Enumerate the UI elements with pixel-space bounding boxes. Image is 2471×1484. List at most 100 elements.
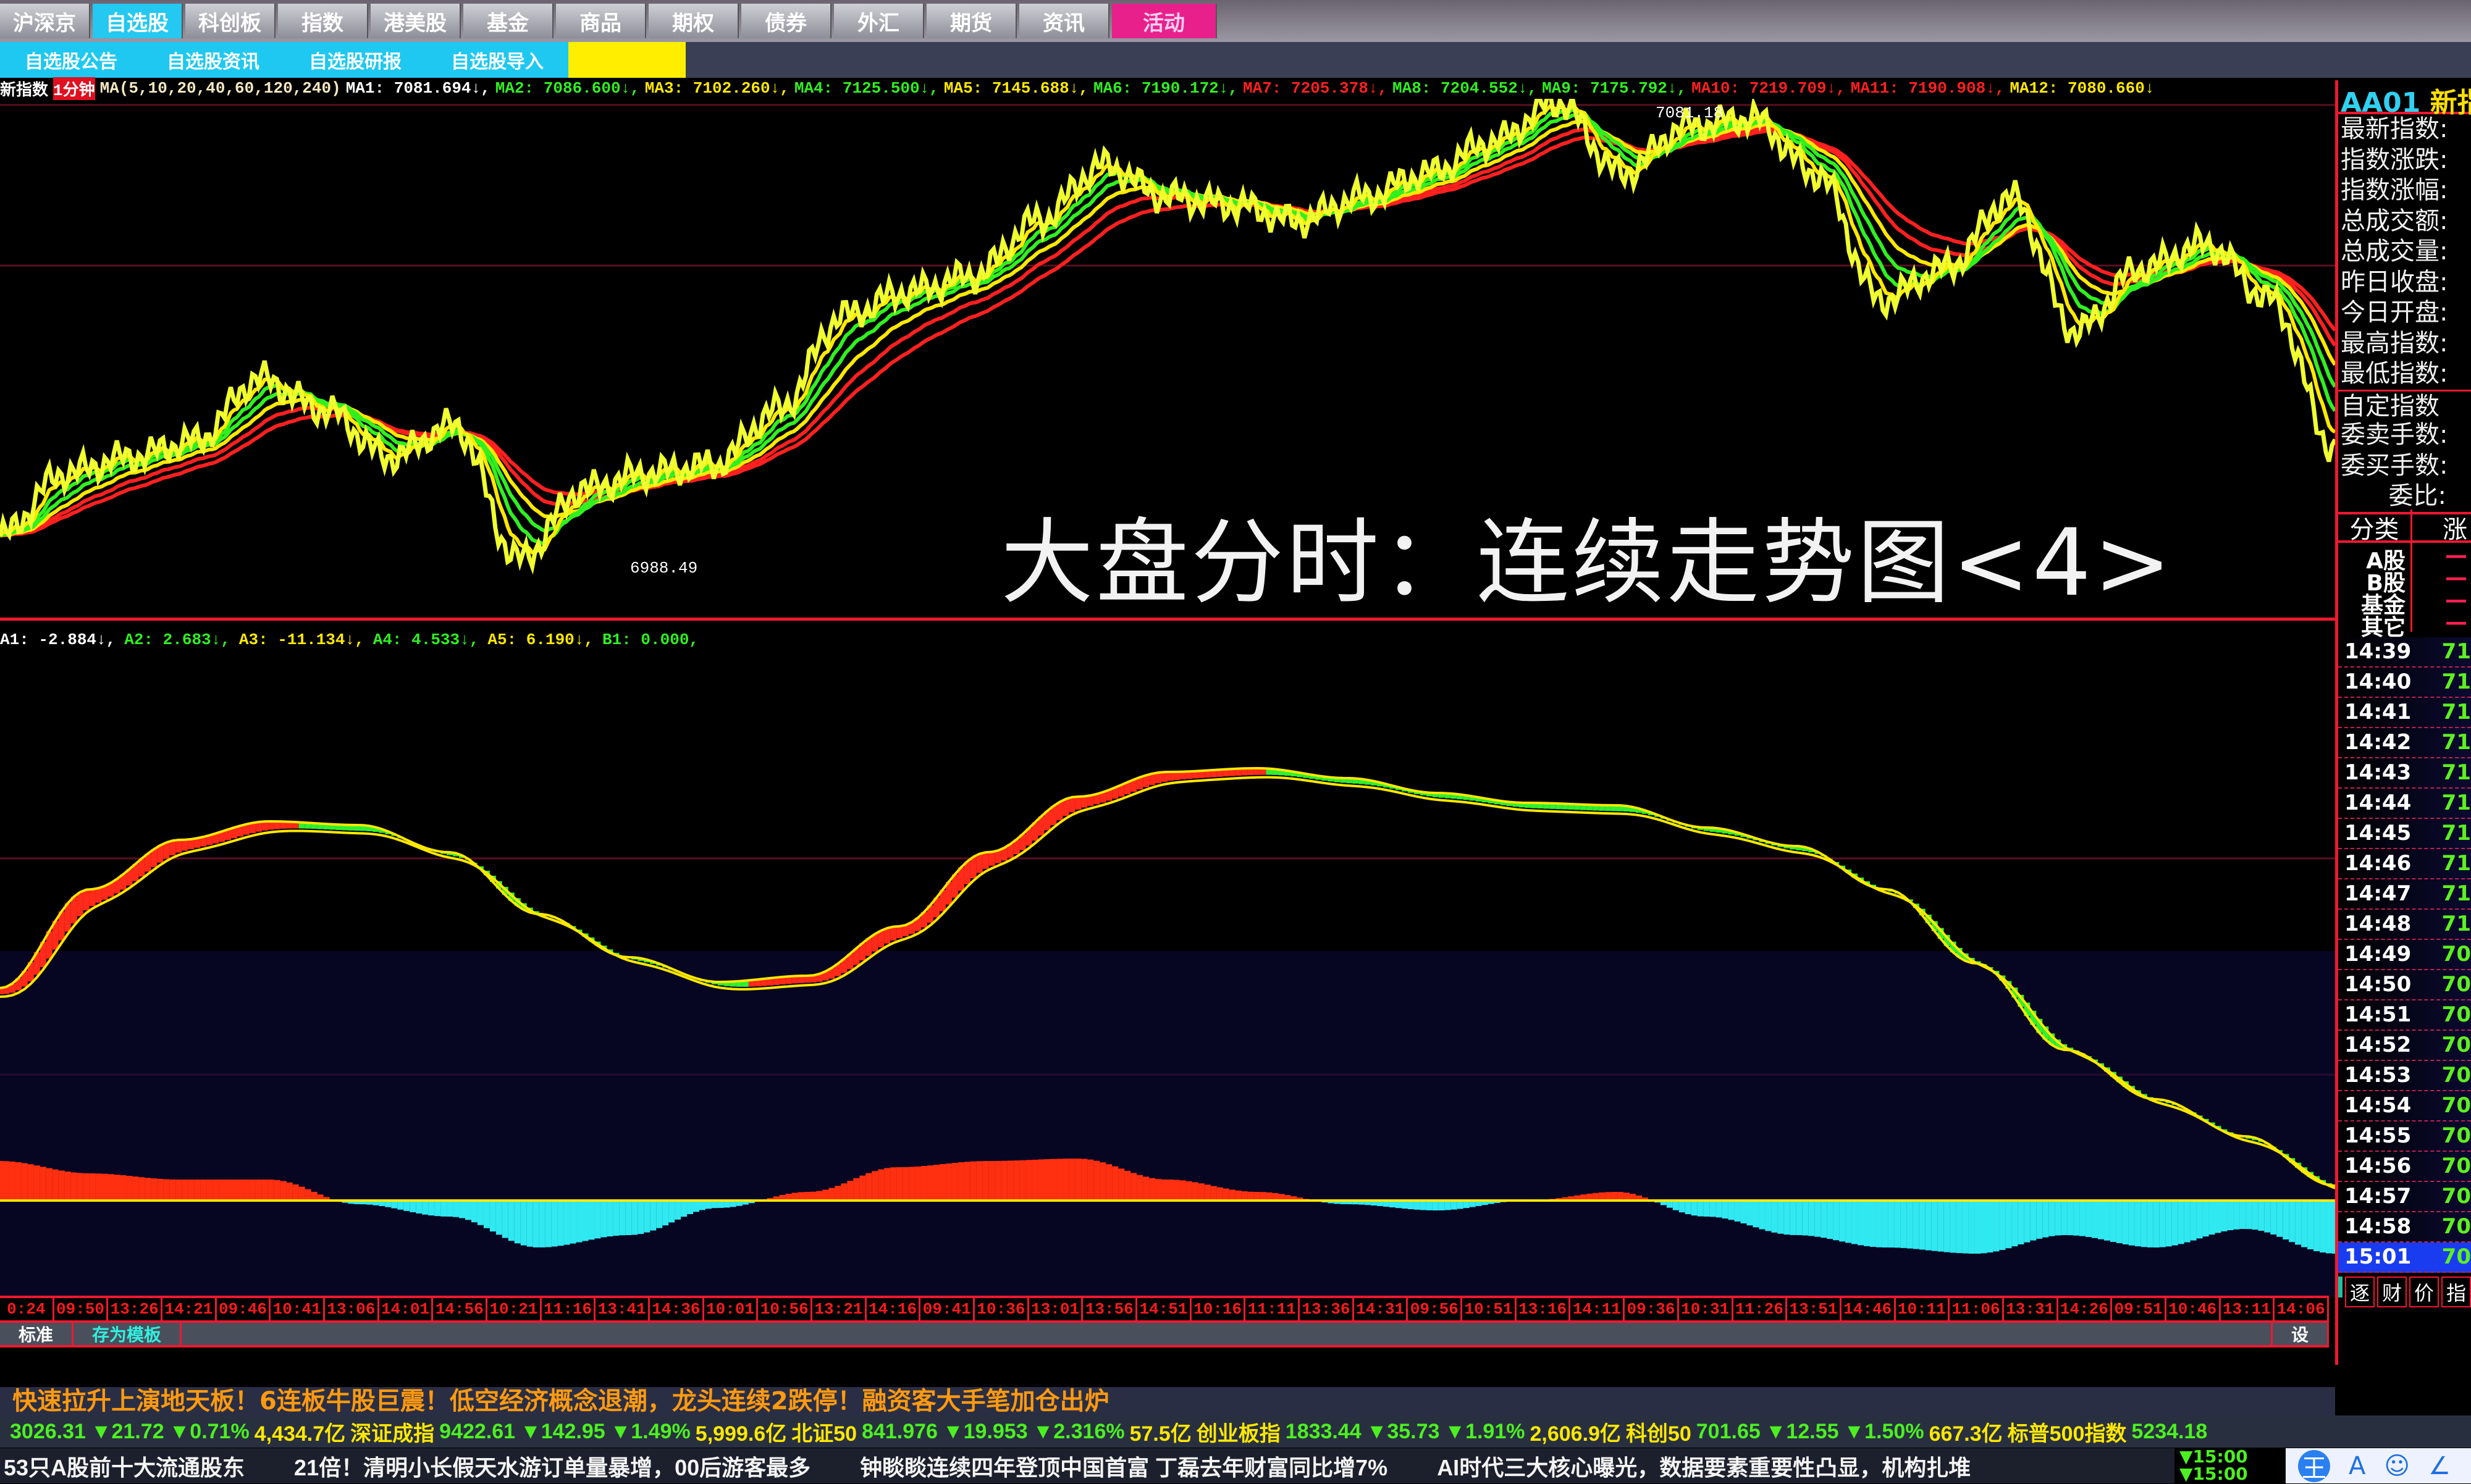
panel-tab[interactable]: 价	[2409, 1276, 2439, 1307]
tick-value: 71	[2441, 730, 2471, 755]
tick-time: 14:46	[2344, 851, 2412, 876]
time-tick: 13:21	[812, 1298, 867, 1320]
ma-line-6	[0, 103, 2335, 555]
tab-6[interactable]: 商品	[556, 4, 646, 38]
panel-tab[interactable]: 财	[2376, 1276, 2407, 1307]
tab-7[interactable]: 期权	[649, 4, 739, 38]
panel-tab[interactable]: 逐	[2344, 1276, 2375, 1307]
quote-item: 57.5亿	[1129, 1422, 1192, 1446]
tick-row[interactable]: 14:51 70	[2338, 1000, 2471, 1031]
panel-tab[interactable]: 指	[2441, 1276, 2471, 1307]
time-tick: 13:26	[108, 1298, 163, 1320]
tick-row[interactable]: 14:48 71	[2338, 909, 2471, 940]
tab-0[interactable]: 沪深京	[0, 4, 90, 38]
standard-button[interactable]: 标准	[0, 1323, 74, 1345]
news-headline[interactable]: 钟睒睒连续四年登顶中国首富 丁磊去年财富同比增7%	[860, 1454, 1388, 1480]
subtab-4[interactable]	[568, 42, 686, 78]
tick-row[interactable]: 14:49 70	[2338, 939, 2471, 970]
news-headline[interactable]: 53只A股前十大流通股东	[4, 1454, 245, 1480]
quote-item: 科创50	[1625, 1422, 1691, 1446]
tick-row[interactable]: 14:44 71	[2338, 788, 2471, 819]
settings-button[interactable]: 设	[2270, 1323, 2329, 1345]
subtab-1[interactable]: 自选股资讯	[142, 42, 284, 78]
indicator-value-4: A4: 4.533↓,	[373, 631, 479, 649]
indicator-value-1: A1: -2.884↓,	[0, 631, 116, 649]
ma-value-5: MA5: 7145.688↓,	[943, 79, 1088, 98]
tick-row[interactable]: 14:41 71	[2338, 697, 2471, 728]
tick-row[interactable]: 14:47 71	[2338, 879, 2471, 910]
tick-row[interactable]: 14:45 71	[2338, 818, 2471, 849]
quote-item: 4,434.7亿	[254, 1422, 346, 1446]
indicator-value-3: A3: -11.134↓,	[238, 631, 364, 649]
tick-time: 14:43	[2344, 760, 2412, 785]
ma-value-4: MA4: 7125.500↓,	[794, 79, 939, 98]
subtab-3[interactable]: 自选股导入	[426, 42, 568, 78]
tick-value: 71	[2441, 821, 2471, 845]
tab-5[interactable]: 基金	[463, 4, 554, 38]
tick-row[interactable]: 14:54 70	[2338, 1091, 2471, 1121]
tab-2[interactable]: 科创板	[185, 4, 276, 38]
tick-row[interactable]: 15:01 70	[2338, 1242, 2471, 1273]
subtab-2[interactable]: 自选股研报	[284, 42, 426, 78]
tick-row[interactable]: 14:40 71	[2338, 667, 2471, 698]
time-tick: 14:36	[650, 1298, 704, 1320]
category-table: A股 — B股 — 基金 — 其它 —	[2338, 542, 2471, 640]
tab-3[interactable]: 指数	[278, 4, 368, 38]
tick-value: 71	[2441, 912, 2471, 936]
period-label[interactable]: 1分钟	[53, 77, 95, 100]
table-header-category: 分类	[2338, 509, 2412, 545]
tick-time: 14:51	[2344, 1002, 2412, 1027]
tick-row[interactable]: 14:50 70	[2338, 970, 2471, 1000]
quote-item: ▼21.72	[90, 1419, 164, 1443]
tick-row[interactable]: 14:56 70	[2338, 1151, 2471, 1182]
tab-12[interactable]: 活动	[1112, 4, 1217, 38]
ma-value-3: MA3: 7102.260↓,	[644, 79, 789, 98]
quote-label: 总成交量:	[2341, 237, 2448, 266]
tick-row[interactable]: 14:52 70	[2338, 1030, 2471, 1061]
news-headline[interactable]: 21倍！清明小长假天水游订单量暴增，00后游客最多	[294, 1454, 811, 1480]
news-ticker[interactable]: 快速拉升上演地天板！6连板牛股巨震！低空经济概念退潮，龙头连续2跌停！融资客大手…	[0, 1387, 2335, 1415]
quote-label: 昨日收盘:	[2341, 267, 2448, 296]
tick-value: 71	[2441, 700, 2471, 724]
tick-row[interactable]: 14:58 70	[2338, 1212, 2471, 1243]
tray-icon[interactable]: ∠	[2428, 1451, 2451, 1480]
panel-divider[interactable]	[0, 618, 2335, 621]
tray-icon[interactable]: ☺	[2384, 1451, 2410, 1480]
time-tick: 11:06	[1950, 1298, 2004, 1320]
panel-tab-detail[interactable]	[2338, 1276, 2343, 1297]
tick-list[interactable]: 14:39 71 14:40 71 14:41 71 14:42 71 14:43 71 14:44…	[2338, 637, 2471, 1273]
indicator-line-fast	[0, 767, 2335, 1187]
subtab-0[interactable]: 自选股公告	[0, 42, 142, 78]
quote-label: 最低指数:	[2341, 359, 2448, 388]
news-headlines[interactable]: 53只A股前十大流通股东 21倍！清明小长假天水游订单量暴增，00后游客最多 钟睒睒…	[0, 1448, 2174, 1483]
time-tick: 10:51	[1462, 1298, 1517, 1320]
tray-icon[interactable]: A	[2349, 1451, 2366, 1480]
watchlist-subbar: 自选股公告 自选股资讯 自选股研报 自选股导入	[0, 42, 2471, 78]
ma-value-7: MA7: 7205.378↓,	[1242, 79, 1388, 98]
tick-row[interactable]: 14:53 70	[2338, 1060, 2471, 1091]
indicator-value-5: A5: 6.190↓,	[487, 631, 594, 649]
tab-9[interactable]: 外汇	[834, 4, 924, 38]
tick-row[interactable]: 14:57 70	[2338, 1181, 2471, 1212]
tick-row[interactable]: 14:42 71	[2338, 727, 2471, 758]
clock: ▼15:00 ▼15:00	[2179, 1448, 2248, 1483]
time-tick: 14:21	[162, 1298, 217, 1320]
tab-11[interactable]: 资讯	[1019, 4, 1109, 38]
tray-icon[interactable]: 王	[2298, 1449, 2330, 1483]
quote-item: 标普500指数	[2007, 1422, 2127, 1446]
chart-area[interactable]	[0, 99, 2335, 1297]
save-template-button[interactable]: 存为模板	[74, 1323, 182, 1345]
news-headline[interactable]: AI时代三大核心曝光，数据要素重要性凸显，机构扎堆	[1437, 1454, 1971, 1480]
tick-row[interactable]: 14:39 71	[2338, 637, 2471, 668]
tab-8[interactable]: 债券	[741, 4, 831, 38]
tick-row[interactable]: 14:55 70	[2338, 1121, 2471, 1152]
tab-1[interactable]: 自选股	[93, 4, 183, 38]
tab-10[interactable]: 期货	[927, 4, 1017, 38]
time-tick: 13:11	[2221, 1298, 2275, 1320]
tick-row[interactable]: 14:46 71	[2338, 849, 2471, 879]
tick-row[interactable]: 14:43 71	[2338, 758, 2471, 789]
index-quotes-ticker[interactable]: 3026.31 ▼21.72 ▼0.71% 4,434.7亿 深证成指 9422.61 ▼1…	[0, 1415, 2471, 1448]
overlay-title: 大盘分时：连续走势图<4>	[1001, 509, 2174, 617]
panel-bottom-tabs: 逐财价指	[2338, 1276, 2471, 1307]
tab-4[interactable]: 港美股	[371, 4, 461, 38]
